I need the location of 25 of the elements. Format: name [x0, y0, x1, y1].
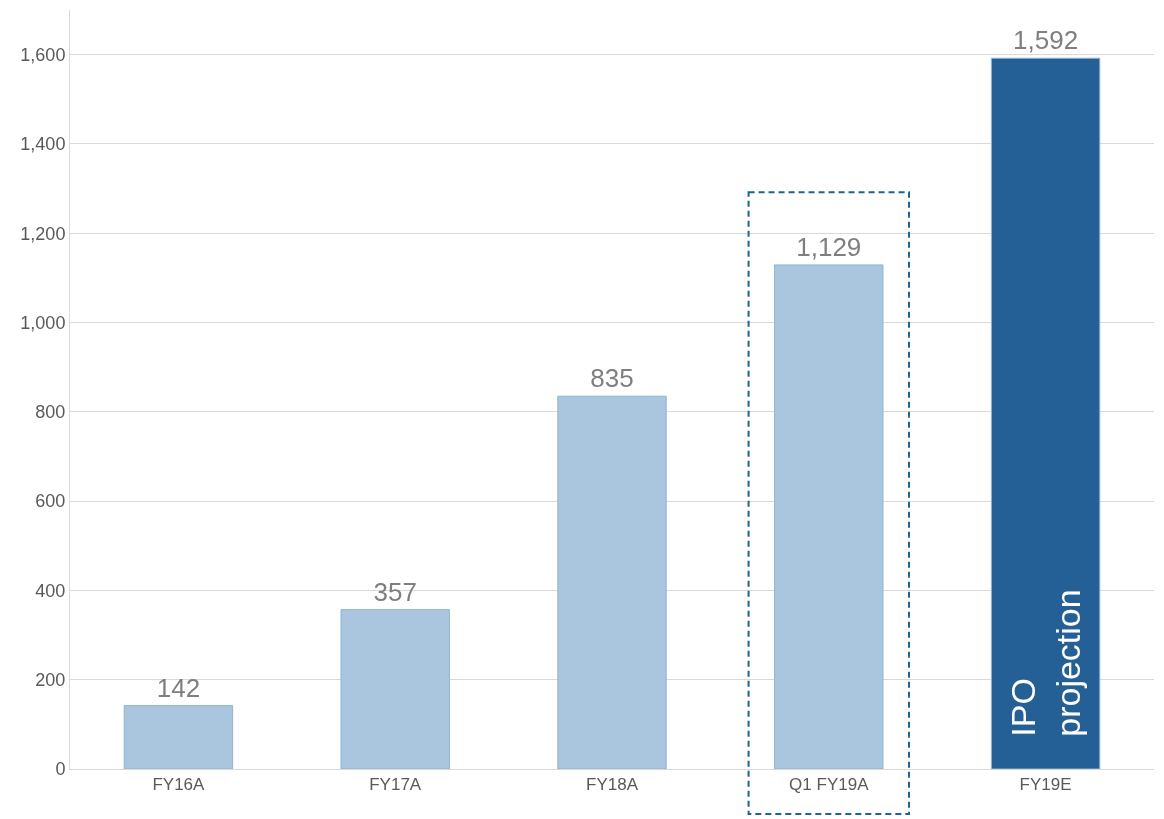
annotation: IPO projection	[1004, 589, 1087, 737]
bar	[123, 705, 234, 769]
bar	[557, 395, 667, 769]
data-label: 357	[373, 576, 417, 607]
y-tick-label: 400	[35, 580, 66, 601]
x-tick-label: FY17A	[369, 775, 422, 795]
data-label: 1,129	[796, 231, 862, 262]
y-tick-label: 200	[35, 670, 66, 691]
y-tick-label: 1,600	[20, 44, 66, 65]
y-tick-label: 1,200	[20, 223, 66, 244]
y-tick-label: 800	[35, 402, 66, 423]
bar	[340, 609, 450, 769]
x-tick-label: FY19E	[1019, 775, 1072, 795]
x-tick-label: Q1 FY19A	[789, 775, 870, 795]
bar	[774, 264, 884, 769]
x-tick-label: FY16A	[152, 775, 206, 795]
y-tick-label: 600	[35, 491, 66, 512]
bar	[990, 57, 1101, 769]
y-tick-label: 1,000	[20, 312, 66, 333]
data-label: 835	[590, 363, 634, 394]
x-tick-label: FY18A	[586, 775, 639, 795]
y-tick-label: 0	[55, 759, 66, 780]
data-label: 1,592	[1013, 25, 1079, 56]
data-label: 142	[156, 672, 201, 703]
y-tick-label: 1,400	[20, 134, 66, 155]
